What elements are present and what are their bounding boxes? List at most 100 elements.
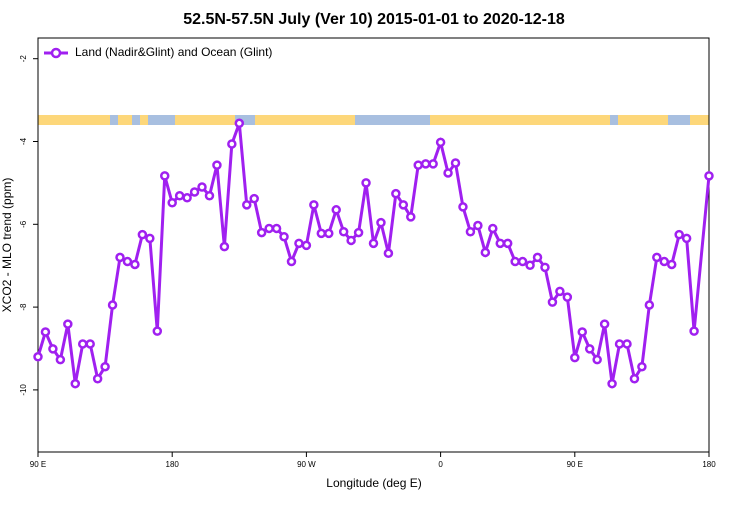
data-point [145,233,155,244]
data-point [435,137,446,148]
data-point [488,223,498,234]
data-point [70,378,81,389]
ocean [38,115,709,125]
data-point [495,238,505,249]
land [618,115,668,125]
data-point [346,235,356,246]
data-point [182,193,192,203]
land [580,115,610,125]
data-point [48,344,58,354]
data-point [540,262,550,273]
data-point [473,220,483,231]
data-point [353,227,364,238]
data-point [152,326,163,336]
data-point [137,229,148,240]
data-point [316,228,327,239]
data-point [614,339,625,349]
chart-title: 52.5N-57.5N July (Ver 10) 2015-01-01 to … [183,11,565,28]
data-point [55,354,66,365]
data-point [547,297,558,307]
x-tick-label: 90 W [297,460,316,469]
data-point [391,188,401,199]
data-point [517,256,528,267]
data-point [681,233,692,244]
data-point [159,171,170,181]
data-point [584,344,595,354]
data-point [562,292,573,302]
data-point [644,300,655,310]
data-point [689,326,699,336]
data-point [63,319,73,329]
land [255,115,355,125]
y-tick-label: -6 [19,220,28,228]
data-point [309,200,319,210]
data-point [324,228,334,239]
data-point [532,252,543,263]
data-point [115,252,125,263]
data-point [100,361,110,372]
data-point [458,202,468,212]
data-point [443,168,453,178]
data-point [279,231,289,242]
data-point [413,160,423,170]
data-point [502,238,513,249]
data-point [420,159,431,169]
data-point [33,352,43,362]
data-point [271,223,282,234]
land [430,115,580,125]
land [175,115,235,125]
y-tick-label: -10 [19,384,28,396]
data-point [331,205,341,215]
x-tick-label: 90 E [30,460,46,469]
data-point [85,339,95,349]
data-point [428,159,438,169]
data-point [629,373,640,384]
data-point [212,160,222,170]
data-point [607,378,617,389]
data-point [197,182,207,192]
data-point [189,187,200,197]
data-point [383,248,394,259]
data-point [592,354,602,365]
legend-marker [50,47,62,59]
x-tick-label: 90 E [567,460,583,469]
legend-label: Land (Nadir&Glint) and Ocean (Glint) [75,45,272,59]
data-point [525,260,535,271]
data-point [510,256,520,267]
data-point [659,256,670,267]
series-line [36,122,711,384]
land [140,115,148,125]
data-point [622,339,632,349]
x-tick-label: 0 [438,460,443,469]
data-point [77,339,88,349]
data-point [674,229,684,240]
data-point [361,178,371,188]
land [38,115,110,125]
data-point [256,227,267,238]
data-point [92,373,103,384]
data-point [450,158,461,168]
x-tick-label: 180 [702,460,716,469]
land [690,115,709,125]
data-point [249,193,259,204]
data-point [652,252,662,263]
data-point [167,198,177,208]
data-point [338,227,349,237]
y-axis-label: XCO2 - MLO trend (ppm) [0,178,14,313]
data-point [227,139,237,149]
data-point [174,190,185,201]
x-tick-label: 180 [166,460,180,469]
y-tick-label: -4 [19,137,28,145]
data-point [286,256,297,267]
data-point [570,352,580,363]
data-point [599,319,610,329]
data-point [577,327,588,337]
data-point [294,238,304,249]
x-axis-label: Longitude (deg E) [326,476,421,490]
data-point [301,240,312,251]
data-point [465,227,476,237]
data-point [398,200,409,210]
data-point [406,212,416,222]
